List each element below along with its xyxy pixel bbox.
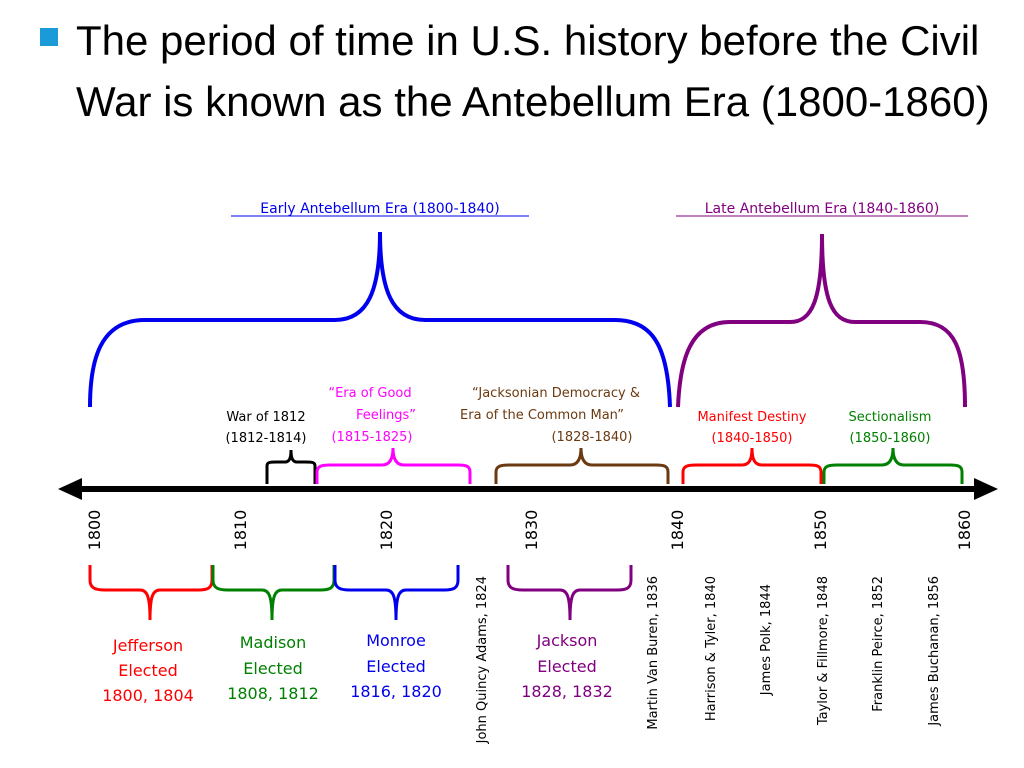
year-tick-1850: 1850 <box>811 510 830 551</box>
early-era-brace <box>88 231 672 408</box>
madison-years: 1808, 1812 <box>227 684 319 703</box>
vertical-president-harrison-tyler: Harrison & Tyler, 1840 <box>704 576 719 721</box>
sectionalism-brace <box>822 447 964 484</box>
late-era-label: Late Antebellum Era (1840-1860) <box>705 201 940 217</box>
jacksonian-label-line3: (1828-1840) <box>551 430 632 445</box>
vertical-president-taylor-fillmore: Taylor & Fillmore, 1848 <box>816 576 831 726</box>
bullet-text: The period of time in U.S. history befor… <box>76 17 990 125</box>
vertical-president-van-buren: Martin Van Buren, 1836 <box>646 576 661 730</box>
madison-name: Madison <box>240 633 306 652</box>
year-tick-1840: 1840 <box>668 510 687 551</box>
sectionalism-label-line1: Sectionalism <box>849 410 932 425</box>
jacksonian-label-line1: “Jacksonian Democracy & <box>472 386 640 401</box>
vertical-president-buchanan: James Buchanan, 1856 <box>927 576 942 727</box>
sectionalism-label-line2: (1850-1860) <box>849 431 930 446</box>
jacksonian-label-line2: Era of the Common Man” <box>460 408 624 423</box>
year-tick-1800: 1800 <box>85 510 104 551</box>
jackson-name: Jackson <box>536 631 598 650</box>
manifest-destiny-brace <box>681 447 823 484</box>
monroe-status: Elected <box>366 657 425 676</box>
late-era-brace <box>676 233 967 408</box>
good-feelings-brace <box>315 447 472 484</box>
early-era-label: Early Antebellum Era (1800-1840) <box>260 201 499 217</box>
vertical-president-polk: James Polk, 1844 <box>759 584 774 696</box>
war-1812-label-line2: (1812-1814) <box>225 431 306 446</box>
bullet-square-icon <box>40 28 58 46</box>
monroe-years: 1816, 1820 <box>350 682 442 701</box>
monroe-brace <box>333 565 460 621</box>
manifest-destiny-label-line2: (1840-1850) <box>711 431 792 446</box>
jefferson-name: Jefferson <box>112 636 183 655</box>
madison-brace <box>211 565 336 621</box>
good-feelings-label-line2: Feelings” <box>356 408 416 423</box>
year-tick-1820: 1820 <box>377 510 396 551</box>
jackson-years: 1828, 1832 <box>521 682 613 701</box>
jacksonian-brace <box>494 447 670 484</box>
year-tick-1860: 1860 <box>955 510 974 551</box>
vertical-president-jq-adams: John Quincy Adams, 1824 <box>475 576 490 744</box>
jefferson-years: 1800, 1804 <box>102 686 194 705</box>
jefferson-status: Elected <box>118 661 177 680</box>
axis-left-arrow-icon <box>58 478 82 500</box>
good-feelings-label-line3: (1815-1825) <box>331 430 412 445</box>
good-feelings-label-line1: “Era of Good <box>328 386 411 401</box>
year-tick-1830: 1830 <box>522 510 541 551</box>
manifest-destiny-label-line1: Manifest Destiny <box>697 410 806 425</box>
axis-right-arrow-icon <box>974 478 998 500</box>
monroe-name: Monroe <box>366 631 426 650</box>
jackson-brace <box>506 565 633 621</box>
war-1812-label-line1: War of 1812 <box>226 410 305 425</box>
war-1812-brace <box>265 449 317 484</box>
jefferson-brace <box>88 565 214 621</box>
year-tick-1810: 1810 <box>231 510 250 551</box>
jackson-status: Elected <box>537 657 596 676</box>
madison-status: Elected <box>243 659 302 678</box>
vertical-president-pierce: Franklin Peirce, 1852 <box>871 576 886 712</box>
